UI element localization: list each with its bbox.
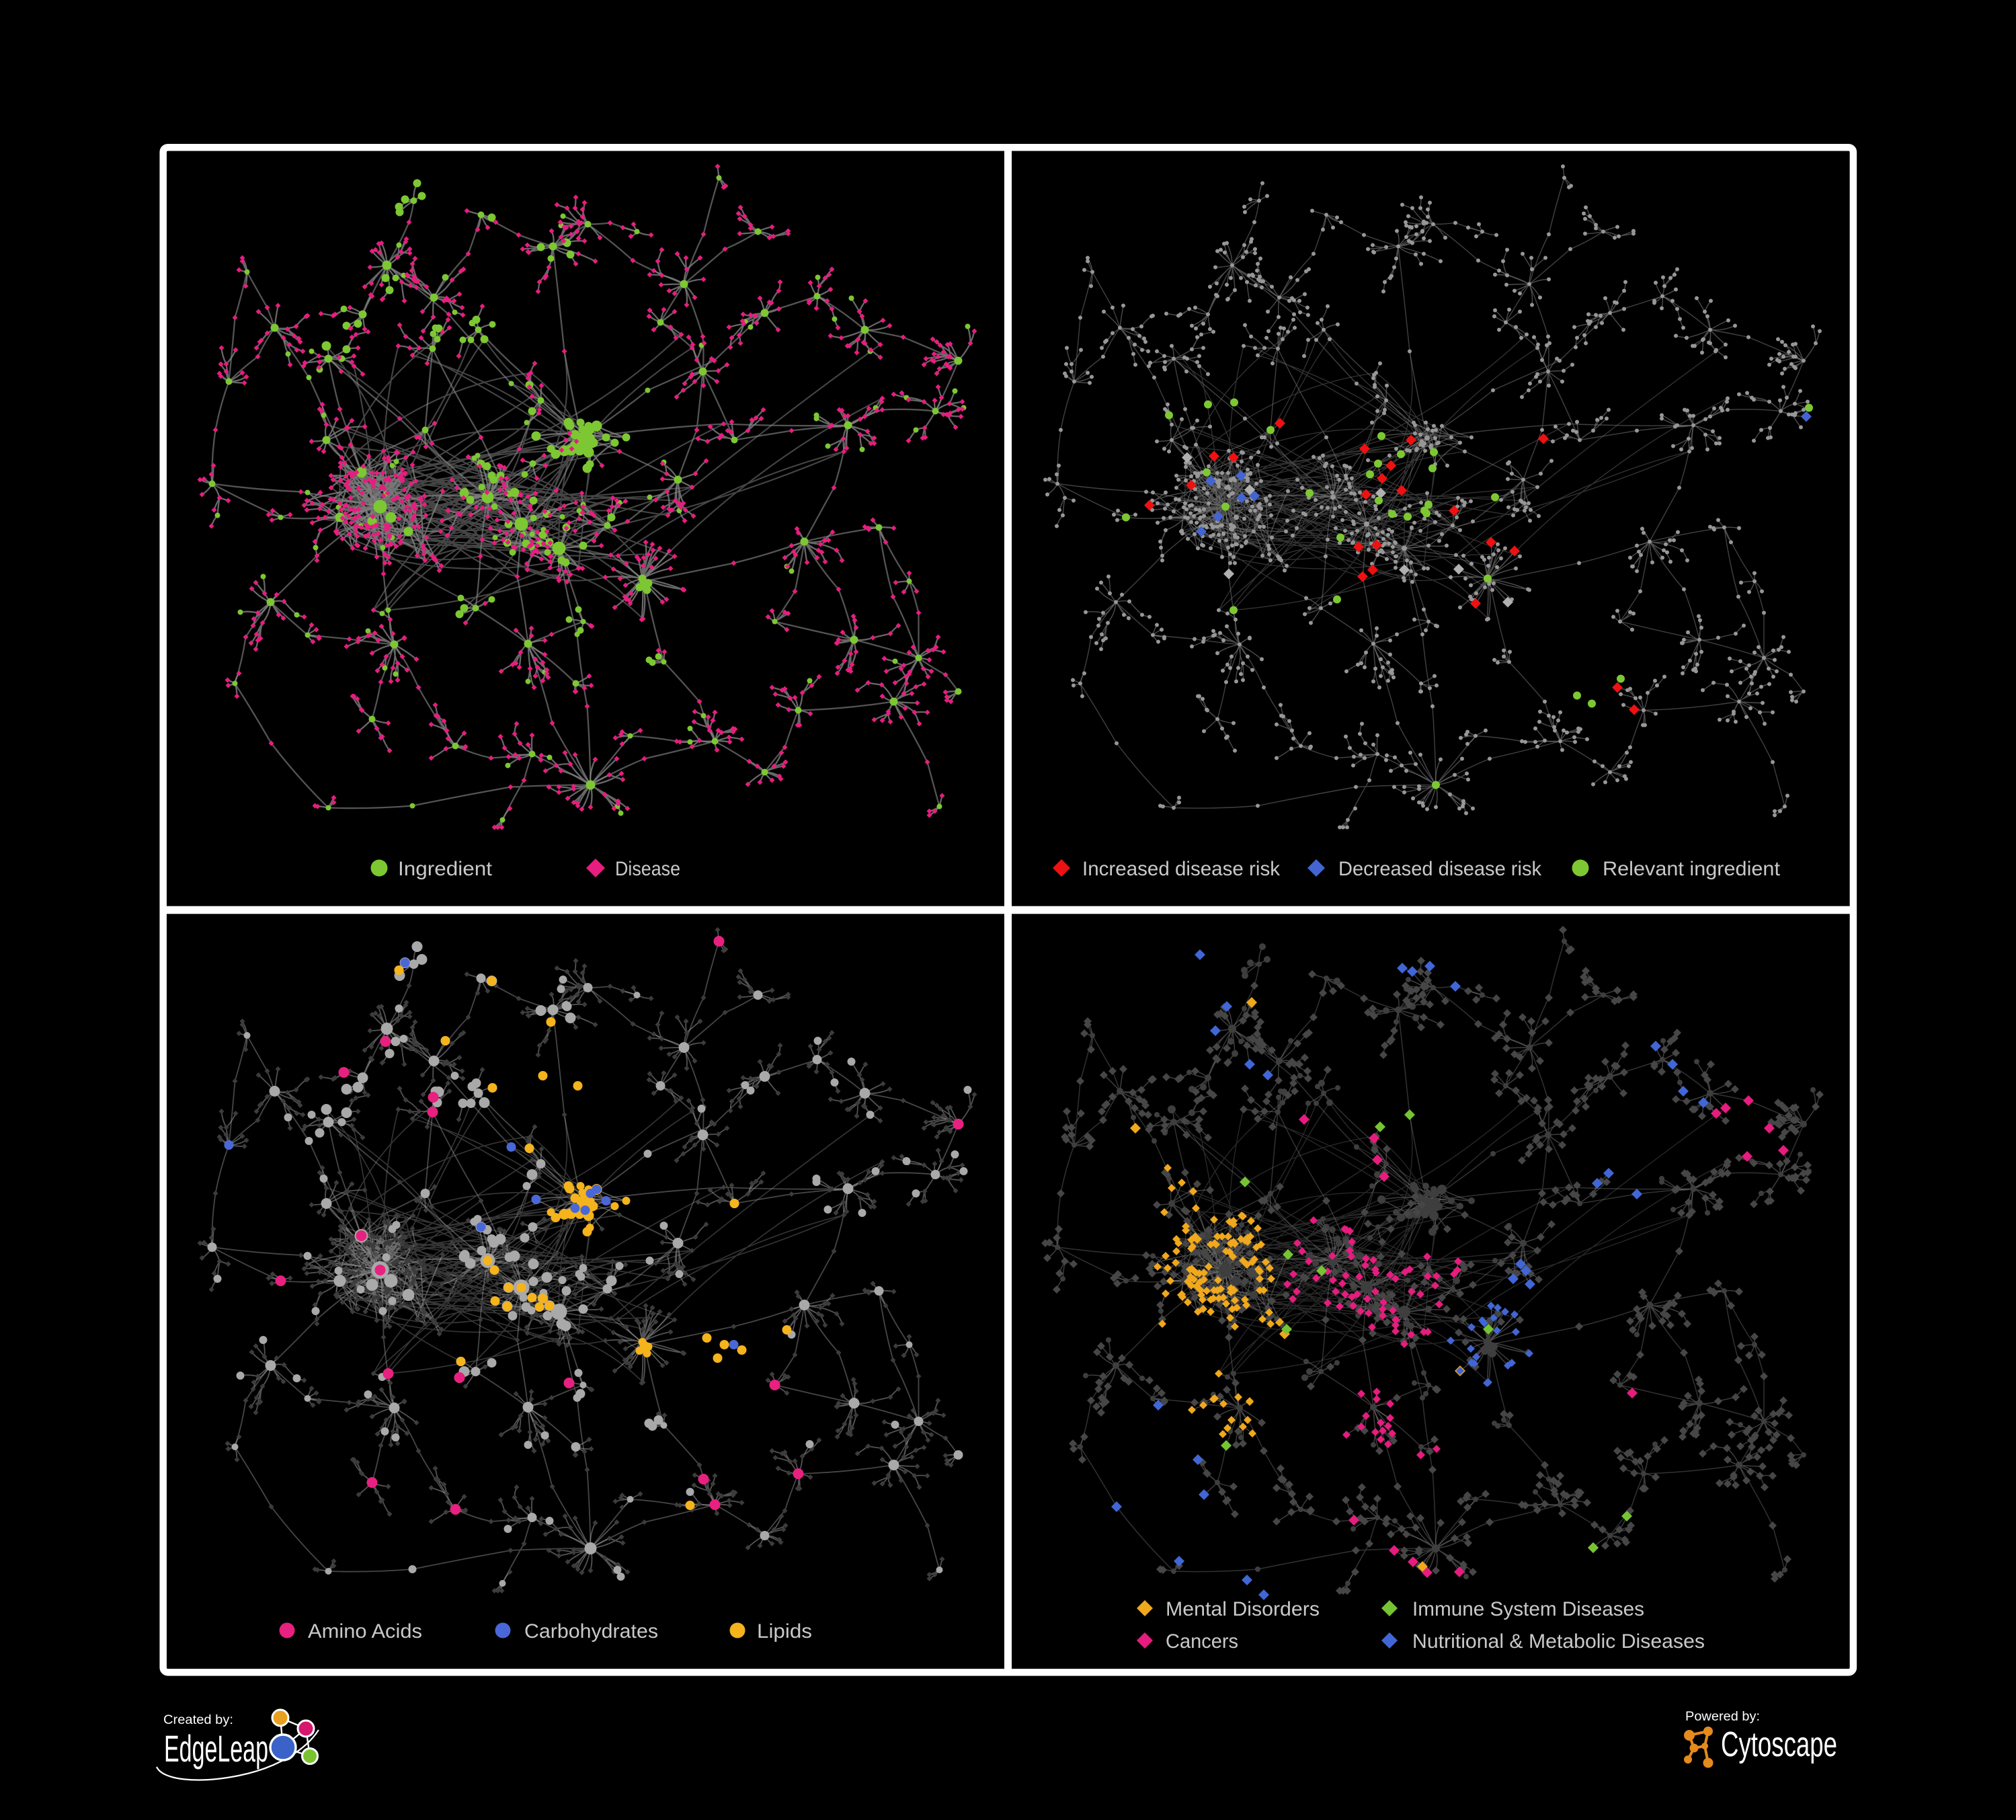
svg-text:Mental Disorders: Mental Disorders (1166, 1598, 1320, 1620)
svg-text:Lipids: Lipids (757, 1620, 812, 1643)
svg-text:Amino Acids: Amino Acids (308, 1620, 422, 1643)
svg-text:Created by:: Created by: (163, 1713, 233, 1727)
svg-text:Cytoscape: Cytoscape (1721, 1725, 1837, 1764)
svg-text:Increased disease risk: Increased disease risk (1082, 858, 1281, 880)
svg-text:EdgeLeap: EdgeLeap (164, 1727, 268, 1770)
svg-text:Cancers: Cancers (1166, 1630, 1238, 1653)
svg-text:Carbohydrates: Carbohydrates (524, 1620, 658, 1643)
svg-text:Ingredient: Ingredient (398, 858, 493, 880)
svg-text:Nutritional & Metabolic Diseas: Nutritional & Metabolic Diseases (1412, 1630, 1705, 1653)
svg-text:Relevant ingredient: Relevant ingredient (1603, 858, 1781, 880)
svg-text:Decreased disease risk: Decreased disease risk (1338, 858, 1542, 880)
svg-text:Immune System Diseases: Immune System Diseases (1412, 1598, 1644, 1620)
svg-text:Disease: Disease (615, 858, 680, 880)
svg-text:Powered by:: Powered by: (1685, 1710, 1760, 1724)
